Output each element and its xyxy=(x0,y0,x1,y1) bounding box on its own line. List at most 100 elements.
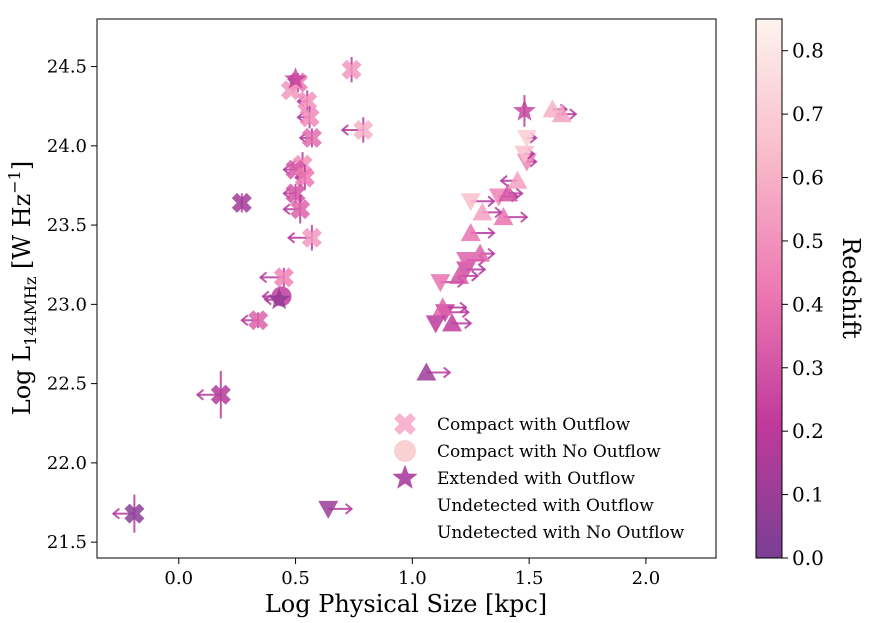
y-tick-label: 23.5 xyxy=(47,215,87,236)
data-point xyxy=(286,225,322,251)
colorbar-tick-label: 0.7 xyxy=(792,102,824,126)
legend-label: Compact with No Outflow xyxy=(437,442,661,462)
y-axis-label-sup: −1 xyxy=(5,170,24,194)
point-marker xyxy=(248,310,269,331)
limit-arrow-head xyxy=(195,388,205,401)
data-point xyxy=(551,104,578,123)
colorbar-tick-label: 0.0 xyxy=(792,546,824,570)
data-point xyxy=(470,243,496,262)
data-point xyxy=(282,194,311,224)
legend-entry: Extended with Outflow xyxy=(392,464,636,489)
limit-arrow-head xyxy=(494,206,503,219)
limit-arrow-head xyxy=(111,507,120,520)
y-axis-label-main: Log L xyxy=(8,346,36,415)
y-tick-label: 22.0 xyxy=(47,453,87,474)
colorbar: 0.0 0.1 0.2 0.3 0.4 0.5 0.6 0.7 0.8 Redshift xyxy=(755,18,865,570)
x-axis-label: Log Physical Size [kpc] xyxy=(265,590,547,618)
limit-arrow-head xyxy=(478,263,487,276)
limit-arrow-head xyxy=(569,108,578,120)
legend: Compact with Outflow Compact with No Outf… xyxy=(392,413,685,543)
colorbar-gradient xyxy=(755,18,783,559)
legend-label: Undetected with Outflow xyxy=(437,496,654,516)
plot-frame xyxy=(96,18,717,559)
limit-arrow-head xyxy=(286,232,296,244)
legend-marker xyxy=(394,413,416,435)
y-tick-label: 23.0 xyxy=(47,294,87,315)
legend-marker xyxy=(392,464,418,489)
point-marker xyxy=(472,202,493,221)
limit-arrow-head xyxy=(487,227,496,239)
colorbar-label: Redshift xyxy=(837,237,865,339)
legend-entry: Compact with Outflow xyxy=(394,413,631,435)
point-marker xyxy=(353,120,374,140)
point-marker xyxy=(456,251,477,270)
data-point xyxy=(240,310,269,331)
x-tick-label: 0.5 xyxy=(281,568,310,589)
limit-arrow-head xyxy=(258,271,268,284)
point-marker xyxy=(416,362,437,381)
data-point xyxy=(449,265,480,284)
data-point xyxy=(460,193,496,212)
point-marker xyxy=(493,207,514,226)
limit-arrow-head xyxy=(487,247,496,260)
point-marker xyxy=(432,297,453,316)
colorbar-tick-label: 0.3 xyxy=(792,356,824,380)
y-axis-label-unit: [W Hz xyxy=(8,194,36,277)
point-marker xyxy=(290,199,311,220)
point-marker xyxy=(498,183,519,202)
x-tick-label: 1.0 xyxy=(398,568,427,589)
x-tick-label: 0.0 xyxy=(164,568,193,589)
y-tick-label: 21.5 xyxy=(47,532,87,553)
x-tick-label: 2.0 xyxy=(632,568,661,589)
point-marker xyxy=(456,261,477,280)
x-axis-ticks: 0.0 0.5 1.0 1.5 2.0 xyxy=(164,558,660,589)
y-axis-label-end: ] xyxy=(8,161,36,170)
point-marker xyxy=(449,265,470,284)
point-marker xyxy=(124,503,145,524)
point-marker xyxy=(425,315,446,334)
point-marker xyxy=(301,227,322,248)
data-point xyxy=(516,129,538,148)
data-point xyxy=(416,362,452,381)
limit-arrow-head xyxy=(459,301,468,314)
point-marker xyxy=(299,107,320,128)
y-tick-label: 22.5 xyxy=(47,374,87,395)
limit-arrow-head xyxy=(515,187,524,200)
data-point xyxy=(460,223,496,242)
limit-arrow-head xyxy=(443,366,452,379)
colorbar-tick-label: 0.6 xyxy=(792,166,824,190)
point-marker xyxy=(551,104,572,123)
limit-arrow-head xyxy=(282,203,291,216)
point-marker xyxy=(442,313,463,332)
limit-arrow-head xyxy=(471,270,480,282)
data-point xyxy=(341,57,362,83)
colorbar-tick-label: 0.1 xyxy=(792,483,824,507)
data-point xyxy=(296,90,318,113)
point-marker xyxy=(297,91,318,112)
data-point xyxy=(293,164,315,191)
data-point xyxy=(231,192,252,213)
point-marker xyxy=(280,80,301,101)
y-tick-label: 24.5 xyxy=(47,57,87,78)
colorbar-tick-label: 0.8 xyxy=(792,39,824,63)
data-point xyxy=(472,202,503,221)
data-point xyxy=(442,313,473,332)
data-point xyxy=(340,117,374,143)
colorbar-tick-label: 0.5 xyxy=(792,229,824,253)
point-marker xyxy=(318,500,339,519)
y-tick-label: 24.0 xyxy=(47,136,87,157)
point-marker xyxy=(301,127,322,148)
point-marker xyxy=(460,193,481,212)
data-point xyxy=(263,287,291,310)
data-point xyxy=(195,370,231,419)
limit-arrow-head xyxy=(499,174,508,187)
x-tick-label: 1.5 xyxy=(515,568,544,589)
legend-entry: Undetected with No Outflow xyxy=(437,523,685,543)
data-point xyxy=(111,494,145,533)
data-point xyxy=(499,170,528,189)
limit-arrow-head xyxy=(464,317,473,330)
data-point xyxy=(284,67,307,89)
legend-label: Extended with Outflow xyxy=(437,469,636,489)
limit-arrow-head xyxy=(240,314,249,326)
